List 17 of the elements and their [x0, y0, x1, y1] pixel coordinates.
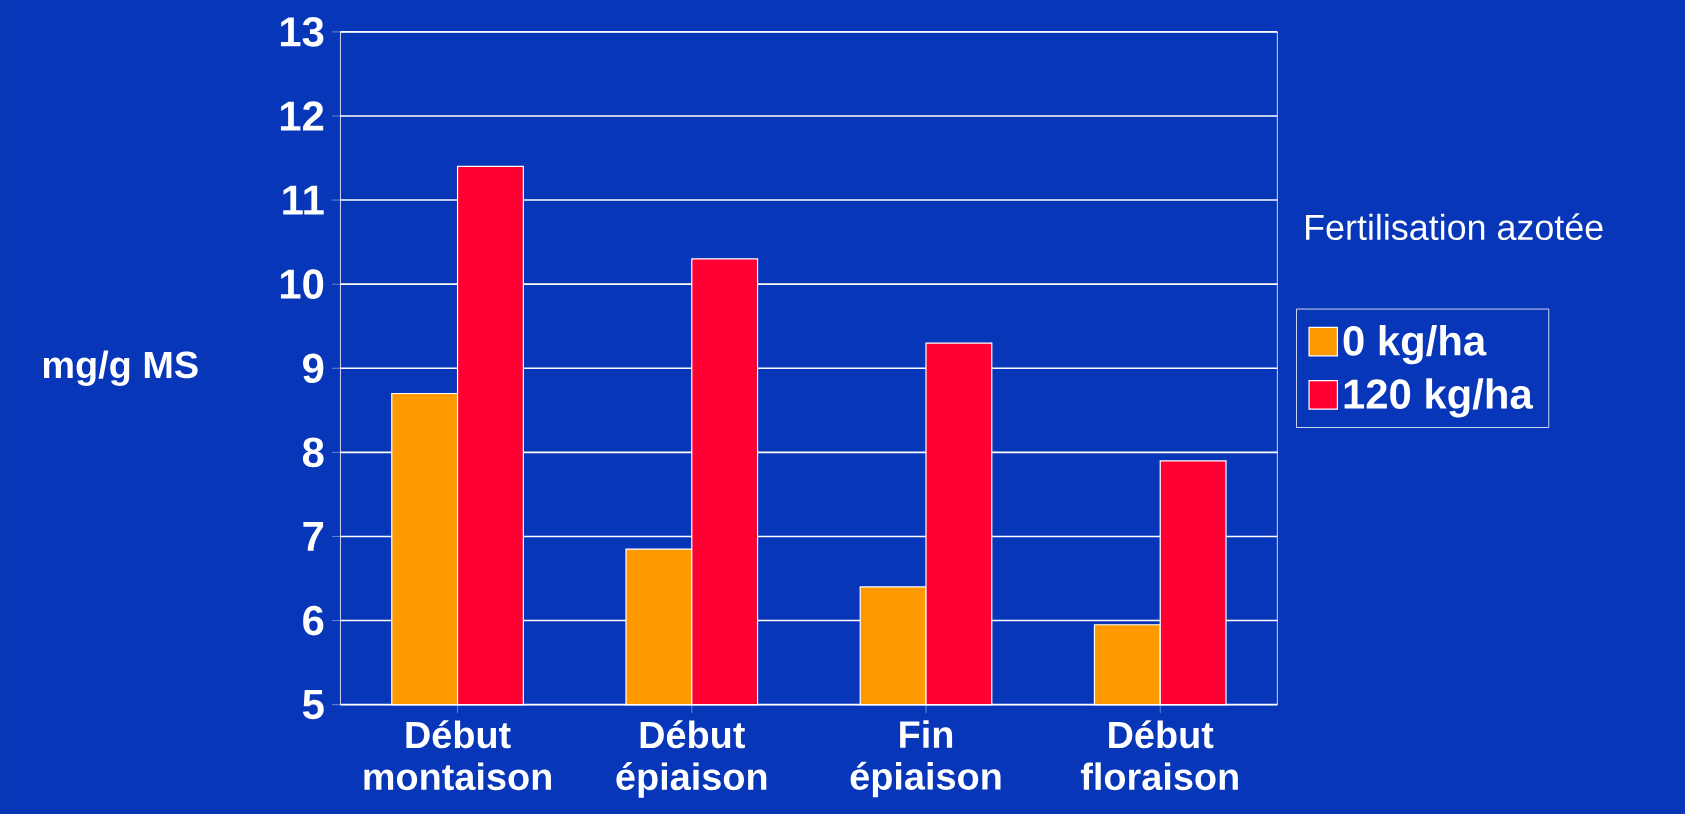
y-tick-label: 8	[302, 437, 324, 468]
y-tick-label: 9	[303, 353, 324, 383]
x-tick-label: Début montaison	[364, 720, 551, 791]
y-tick-label: 12	[280, 101, 324, 131]
legend-label: 120 kg/ha	[1344, 378, 1534, 418]
y-tick-label: 7	[303, 521, 324, 551]
y-axis-title: mg/g MS	[43, 350, 198, 386]
x-tick-label: Début floraison	[1080, 720, 1238, 791]
y-tick-label: 13	[280, 16, 324, 47]
legend-title: Fertilisation azotée	[1306, 213, 1603, 240]
legend-label: 0 kg/ha	[1343, 324, 1487, 365]
y-tick-label: 11	[283, 185, 324, 215]
x-tick-label: Fin épiaison	[850, 720, 1001, 798]
x-tick-label: Début épiaison	[616, 720, 767, 798]
y-tick-label: 6	[303, 605, 324, 636]
y-tick-label: 5	[302, 689, 324, 720]
y-tick-label: 10	[280, 269, 324, 299]
